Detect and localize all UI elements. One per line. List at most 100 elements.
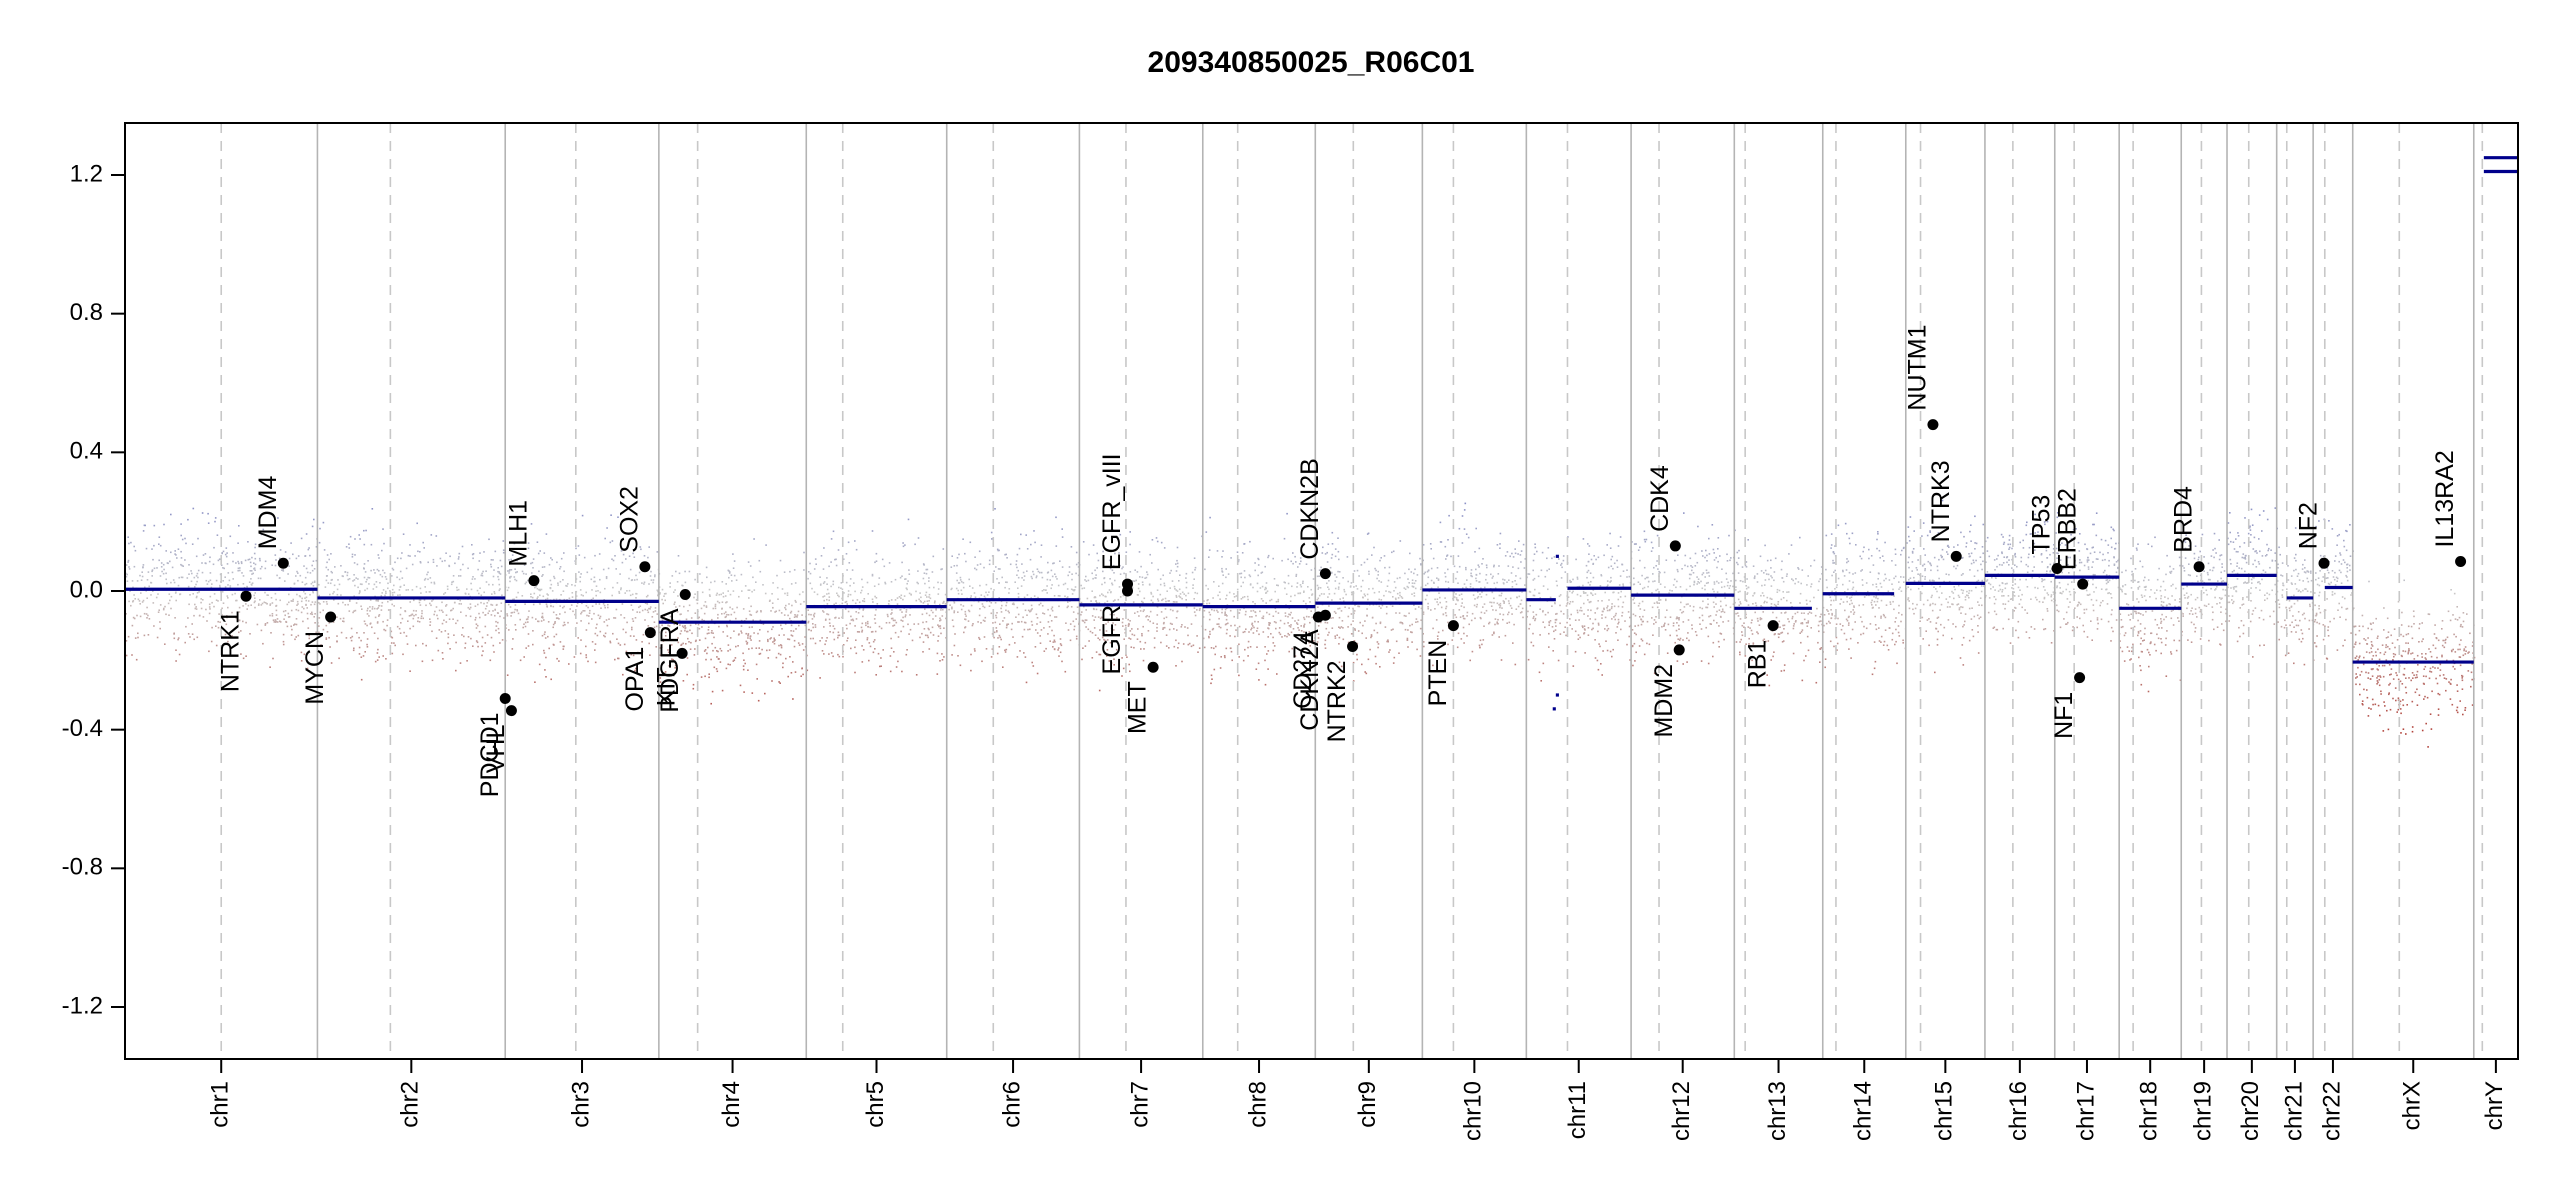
probe-point xyxy=(1663,571,1666,574)
probe-point xyxy=(377,637,379,640)
probe-point xyxy=(1502,613,1505,616)
probe-point xyxy=(1706,572,1708,574)
probe-point xyxy=(305,582,308,585)
probe-point xyxy=(1388,651,1390,653)
probe-point xyxy=(1077,612,1079,615)
probe-point xyxy=(940,568,942,571)
probe-point xyxy=(647,611,650,614)
probe-point xyxy=(327,568,329,571)
probe-point xyxy=(711,690,714,693)
probe-point xyxy=(730,613,733,616)
probe-point xyxy=(811,618,814,620)
probe-point xyxy=(1147,619,1149,621)
probe-point xyxy=(1050,569,1053,572)
probe-point xyxy=(512,598,514,601)
probe-point xyxy=(332,592,334,595)
probe-point xyxy=(708,673,710,675)
probe-point xyxy=(1445,580,1447,583)
probe-point xyxy=(957,592,960,595)
probe-point xyxy=(581,602,583,605)
probe-point xyxy=(1691,627,1693,630)
probe-point xyxy=(1388,566,1391,569)
probe-point xyxy=(134,598,136,600)
probe-point xyxy=(1590,609,1592,612)
probe-point xyxy=(1661,625,1663,628)
probe-point xyxy=(804,624,807,627)
probe-point xyxy=(790,610,793,613)
probe-point xyxy=(950,566,953,568)
probe-point xyxy=(1296,582,1299,584)
probe-point xyxy=(235,599,237,602)
probe-point xyxy=(202,554,205,556)
probe-point xyxy=(856,599,859,601)
probe-point xyxy=(719,661,722,663)
probe-point xyxy=(326,603,328,605)
probe-point xyxy=(1524,584,1526,586)
probe-point xyxy=(1482,639,1485,641)
probe-point xyxy=(1551,626,1554,628)
probe-point xyxy=(1520,550,1523,552)
probe-point xyxy=(1001,604,1003,607)
probe-point xyxy=(1020,620,1023,623)
probe-point xyxy=(417,550,419,553)
probe-point xyxy=(1461,602,1463,604)
probe-point xyxy=(943,656,945,658)
probe-point xyxy=(1064,582,1067,585)
probe-point xyxy=(770,610,772,612)
probe-point xyxy=(249,570,252,572)
probe-point xyxy=(1666,609,1668,611)
probe-point xyxy=(376,621,379,623)
probe-point xyxy=(633,635,635,637)
probe-point xyxy=(1137,594,1139,596)
probe-point xyxy=(1143,609,1145,611)
probe-point xyxy=(1145,615,1147,618)
probe-point xyxy=(1308,597,1311,599)
probe-point xyxy=(1092,577,1094,580)
probe-point xyxy=(542,595,545,598)
probe-point xyxy=(1230,557,1232,559)
probe-point xyxy=(481,645,483,648)
probe-point xyxy=(1159,583,1162,586)
probe-point xyxy=(675,606,677,608)
probe-point xyxy=(1817,641,1819,644)
probe-point xyxy=(1256,590,1259,593)
probe-point xyxy=(739,684,742,687)
probe-point xyxy=(712,632,714,634)
probe-point xyxy=(1011,622,1013,625)
probe-point xyxy=(878,577,881,579)
probe-point xyxy=(1267,554,1270,557)
probe-point xyxy=(1669,616,1672,618)
probe-point xyxy=(1024,609,1027,612)
probe-point xyxy=(993,631,996,634)
probe-point xyxy=(960,603,962,606)
probe-point xyxy=(814,626,817,628)
probe-point xyxy=(835,602,837,605)
probe-point xyxy=(1060,644,1063,647)
probe-point xyxy=(315,559,318,562)
probe-point xyxy=(1291,647,1293,650)
probe-point xyxy=(245,655,247,657)
probe-point xyxy=(1672,622,1675,624)
probe-point xyxy=(510,575,512,578)
probe-point xyxy=(393,591,396,594)
probe-point xyxy=(733,574,736,577)
probe-point xyxy=(377,554,380,556)
probe-point xyxy=(445,621,448,623)
probe-point xyxy=(264,591,266,594)
probe-point xyxy=(1182,643,1185,645)
probe-point xyxy=(281,569,283,571)
probe-point xyxy=(1122,566,1124,568)
probe-point xyxy=(376,568,379,571)
probe-point xyxy=(366,609,369,612)
probe-point xyxy=(1458,609,1461,611)
probe-point xyxy=(479,616,481,619)
probe-point xyxy=(1104,639,1106,642)
probe-point xyxy=(1602,610,1604,613)
probe-point xyxy=(455,669,457,672)
probe-point xyxy=(806,669,809,672)
probe-point xyxy=(785,604,787,607)
probe-point xyxy=(695,623,697,625)
probe-point xyxy=(153,567,156,570)
probe-point xyxy=(674,601,676,604)
probe-point xyxy=(1592,627,1594,630)
